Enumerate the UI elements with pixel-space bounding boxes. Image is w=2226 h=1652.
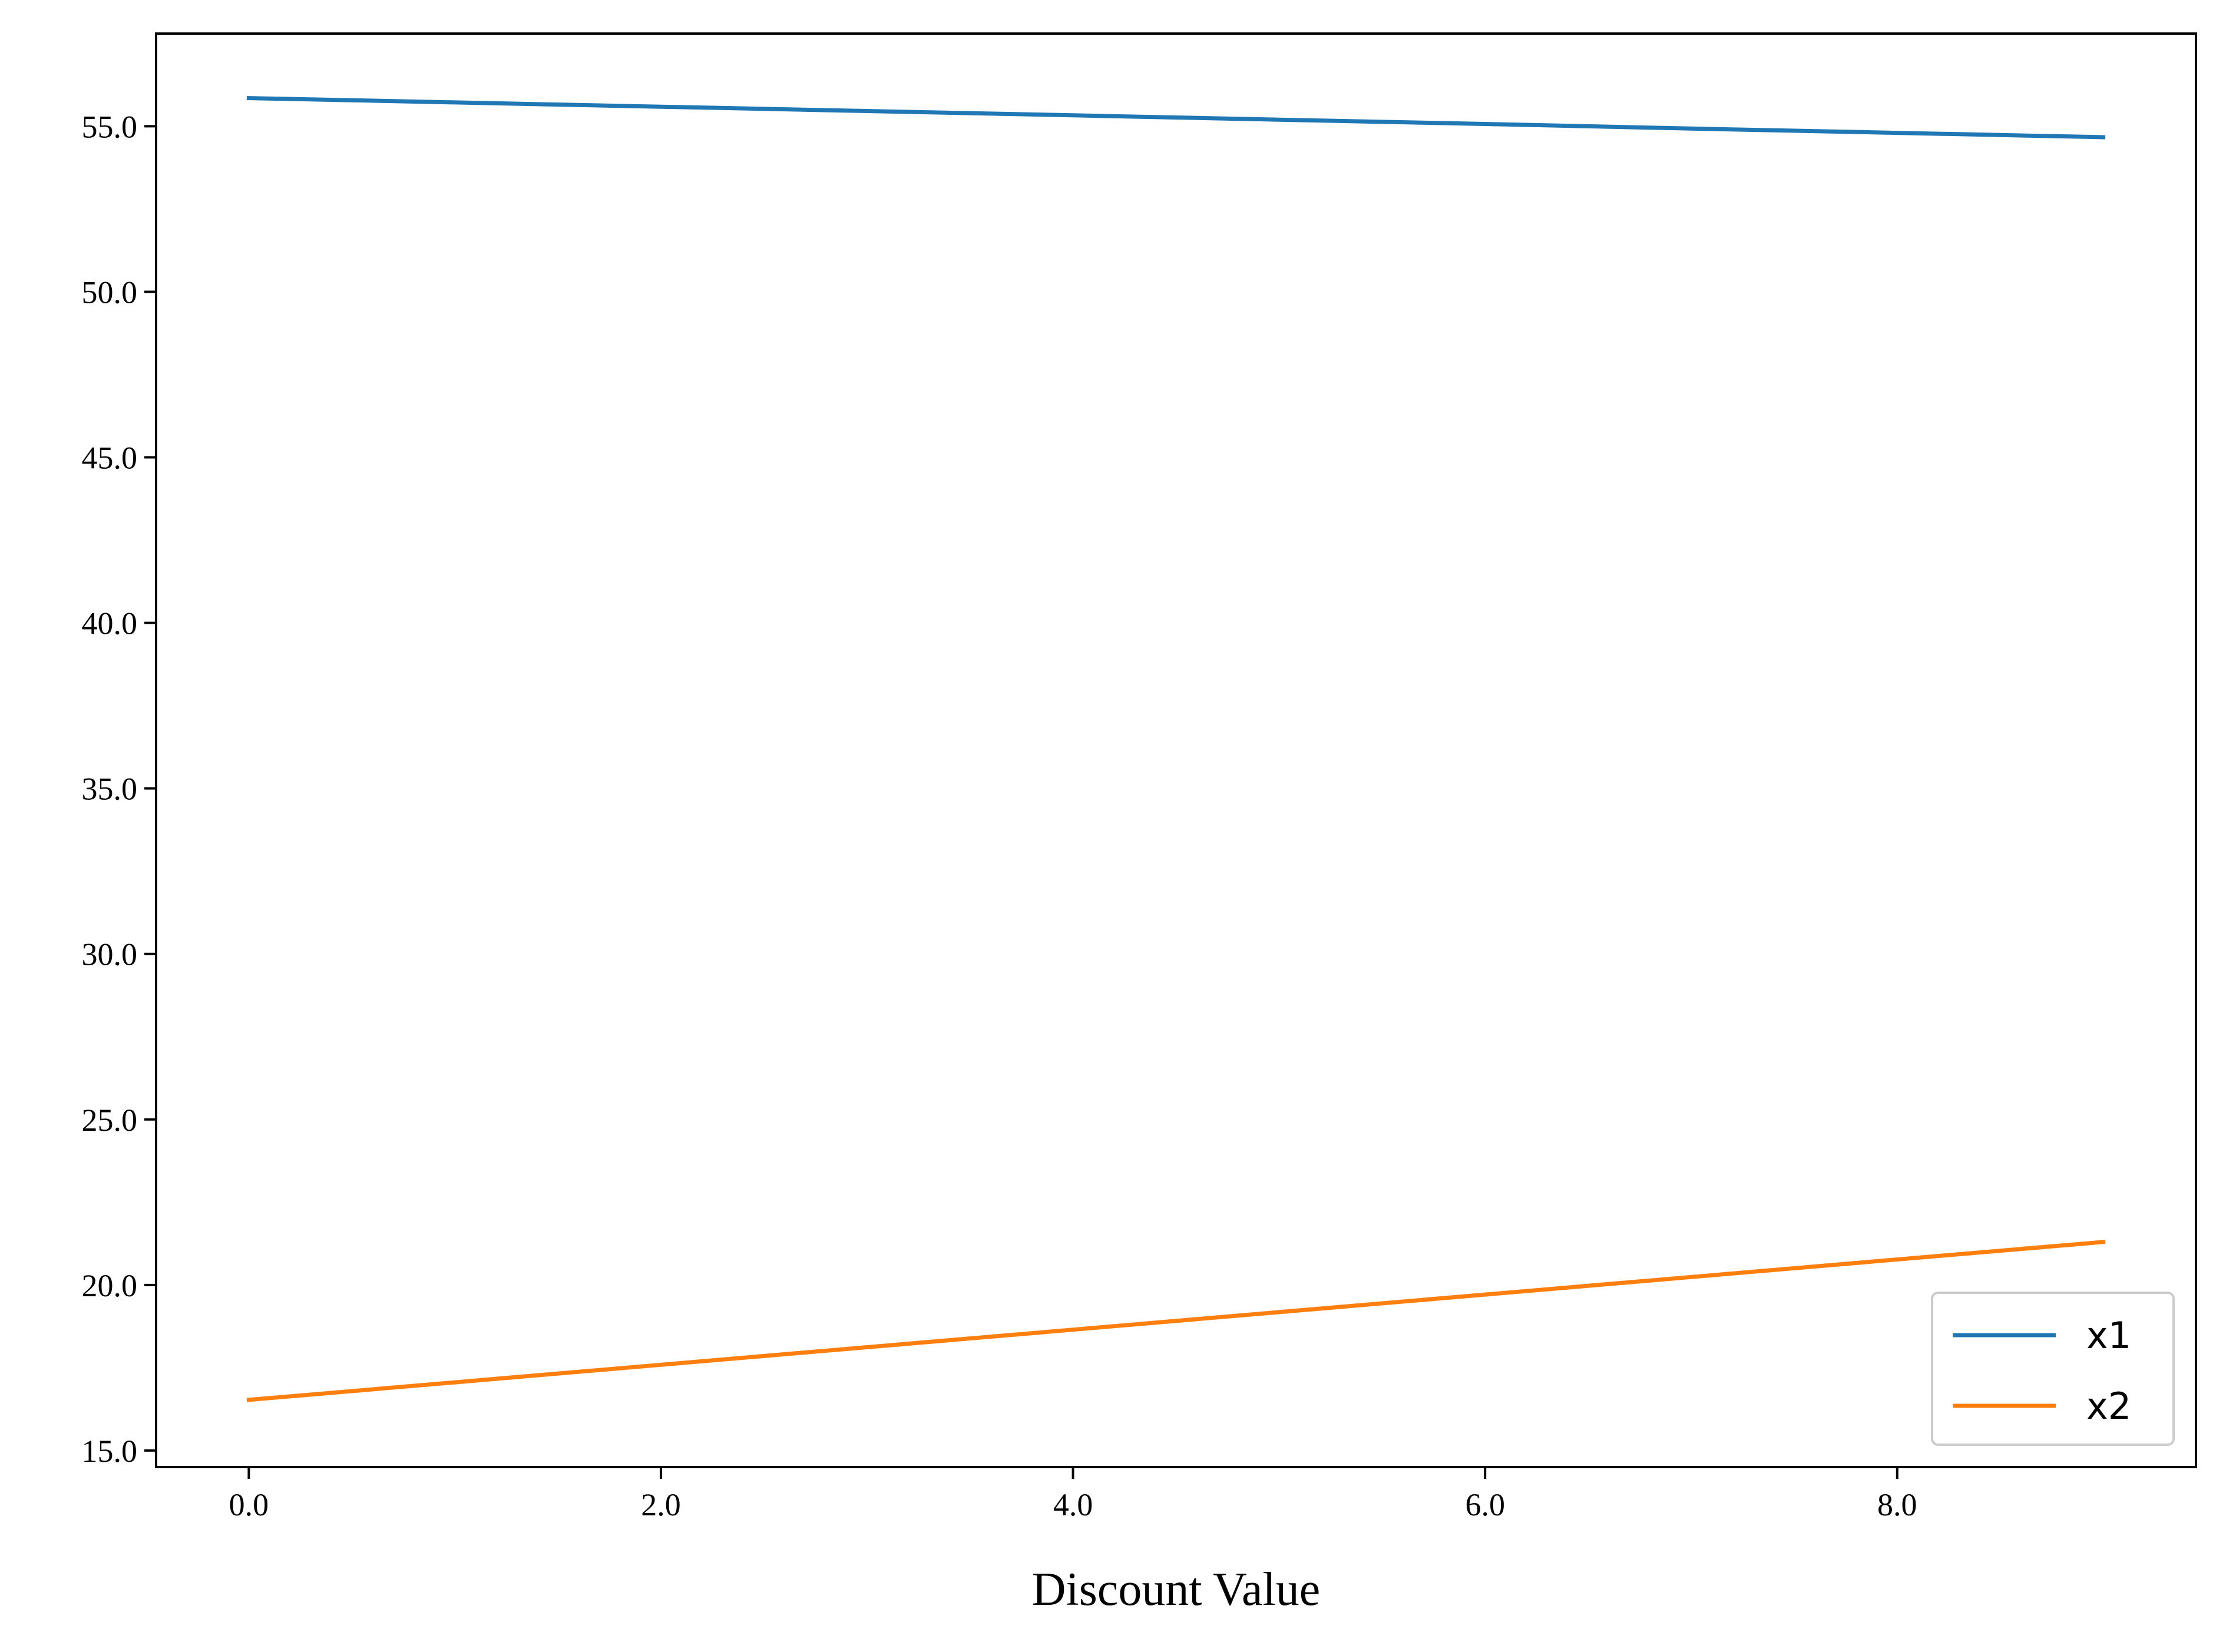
series-line-x2 <box>246 1240 2106 1402</box>
legend-label-x2: x2 <box>2086 1385 2131 1428</box>
y-tick-label: 25.0 <box>82 1103 138 1138</box>
plot-area <box>246 96 2106 1402</box>
series-line-x1 <box>246 96 2106 140</box>
y-tick-label: 20.0 <box>82 1268 138 1303</box>
y-axis: 15.0 20.0 25.0 30.0 35.0 40.0 45.0 50.0 55.0 <box>82 109 156 1469</box>
y-tick-label: 30.0 <box>82 937 138 972</box>
x-tick-label: 6.0 <box>1465 1487 1505 1522</box>
x-tick-label: 8.0 <box>1877 1487 1917 1522</box>
y-tick-label: 15.0 <box>82 1434 138 1469</box>
legend-label-x1: x1 <box>2086 1314 2131 1357</box>
legend: x1 x2 <box>1931 1292 2175 1446</box>
x-axis: 0.0 2.0 4.0 6.0 8.0 <box>229 1467 1917 1522</box>
y-tick-label: 45.0 <box>82 441 138 476</box>
y-tick-label: 40.0 <box>82 606 138 641</box>
x-tick-label: 4.0 <box>1053 1487 1093 1522</box>
y-tick-label: 50.0 <box>82 274 138 310</box>
axes-frame <box>155 32 2197 1468</box>
x-axis-title: Discount Value <box>1032 1564 1321 1615</box>
y-tick-label: 55.0 <box>82 109 138 144</box>
x-tick-label: 2.0 <box>641 1487 681 1522</box>
x-tick-label: 0.0 <box>229 1487 269 1522</box>
y-tick-label: 35.0 <box>82 772 138 807</box>
legend-box <box>1931 1292 2175 1446</box>
